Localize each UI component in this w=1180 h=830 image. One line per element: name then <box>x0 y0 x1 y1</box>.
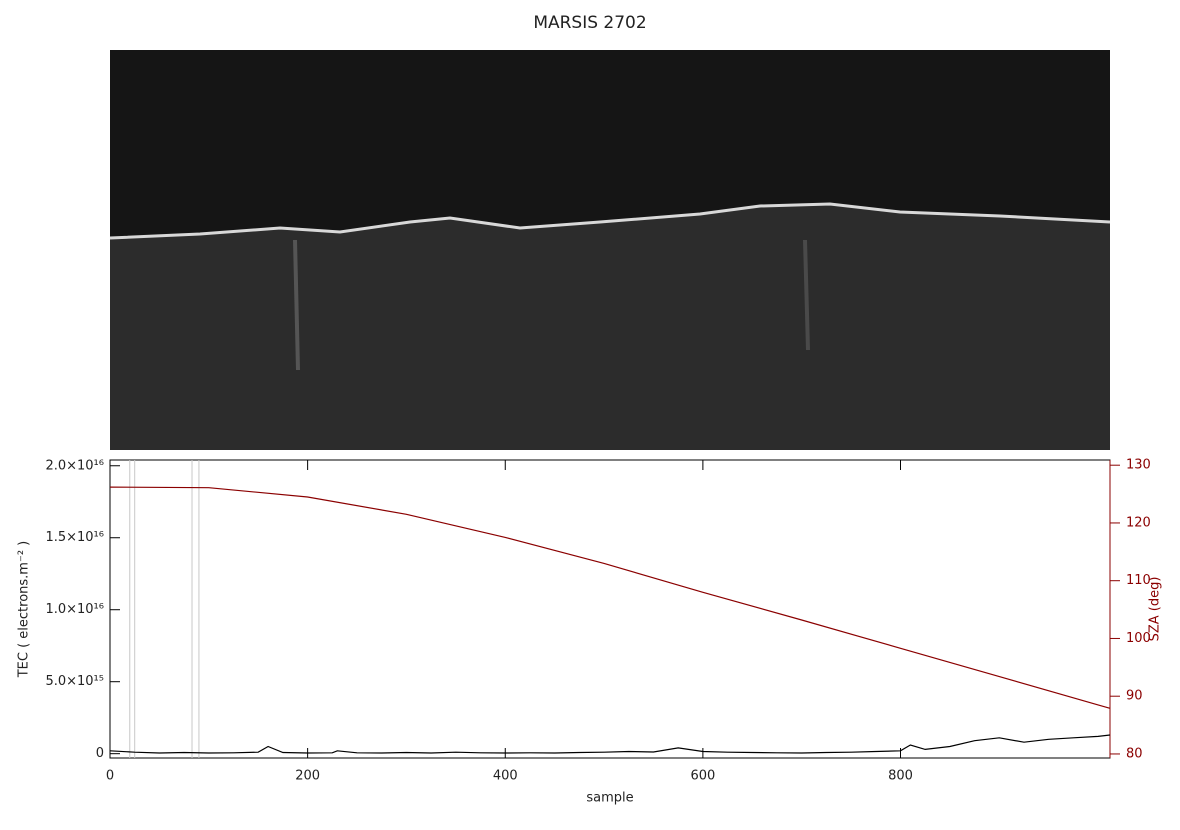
y-tick-label: 1.0×10¹⁶ <box>45 602 104 617</box>
subsurface <box>110 204 1110 450</box>
series-line <box>109 486 1111 709</box>
y-tick-label: 2.0×10¹⁶ <box>45 458 104 473</box>
plot-frame <box>109 459 1111 759</box>
y2-tick-label: 90 <box>1126 689 1143 704</box>
y2-tick-label: 100 <box>1126 631 1151 646</box>
y2-tick-label: 120 <box>1126 515 1151 530</box>
x-tick-label: 600 <box>690 769 715 784</box>
y-axis-label: TEC ( electrons.m⁻² ) <box>17 541 32 679</box>
x-tick-label: 800 <box>888 769 913 784</box>
y2-tick-label: 110 <box>1126 573 1151 588</box>
y-tick-label: 5.0×10¹⁵ <box>45 674 104 689</box>
chart-title: MARSIS 2702 <box>533 13 646 33</box>
plot: 0 200 400 600 800 0 5.0×10¹⁵ 1.0×10¹⁶ 1.5×10¹⁶ 2.… <box>45 458 1150 784</box>
streak <box>803 239 810 351</box>
x-axis-label: sample <box>586 791 633 806</box>
series-line <box>109 734 1111 754</box>
x-tick-label: 0 <box>106 769 114 784</box>
surface-echo <box>109 202 1111 240</box>
y-tick-label: 1.5×10¹⁶ <box>45 530 104 545</box>
y-tick-label: 0 <box>96 746 104 761</box>
x-tick-label: 400 <box>493 769 518 784</box>
y2-axis-label: SZA (deg) <box>1148 577 1163 642</box>
y2-tick-label: 80 <box>1126 746 1143 761</box>
streak <box>293 239 300 371</box>
x-tick-label: 200 <box>295 769 320 784</box>
radargram <box>109 50 1111 450</box>
y2-tick-label: 130 <box>1126 458 1151 473</box>
